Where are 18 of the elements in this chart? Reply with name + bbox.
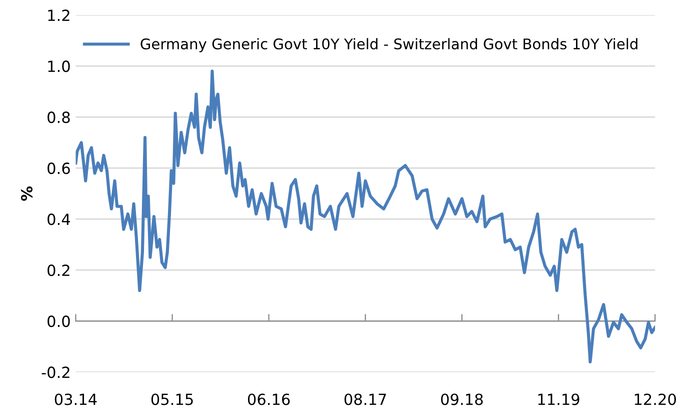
y-tick-label: 0.0 — [48, 316, 70, 328]
y-tick-label: 0.2 — [48, 264, 70, 276]
x-tick-label: 06.16 — [248, 394, 290, 406]
x-tick-label: 05.15 — [151, 394, 193, 406]
legend-label: Germany Generic Govt 10Y Yield - Switzerland Govt Bonds 10Y Yield — [140, 38, 638, 52]
line-series — [76, 70, 656, 364]
x-tick-label: 11.19 — [538, 394, 580, 406]
y-tick-label: 0.8 — [48, 112, 70, 124]
y-tick-label: 1.0 — [48, 60, 70, 72]
x-tick-label: 12.20 — [634, 394, 676, 406]
y-tick-label: -0.2 — [42, 366, 70, 378]
y-axis-title: % — [20, 186, 33, 201]
x-tick-label: 09.18 — [441, 394, 483, 406]
y-tick-label: 0.6 — [48, 162, 70, 174]
x-tick-label: 03.14 — [54, 394, 97, 406]
x-tick-label: 08.17 — [344, 394, 386, 406]
y-tick-label: 1.2 — [48, 10, 70, 21]
y-tick-label: 0.4 — [48, 214, 70, 226]
